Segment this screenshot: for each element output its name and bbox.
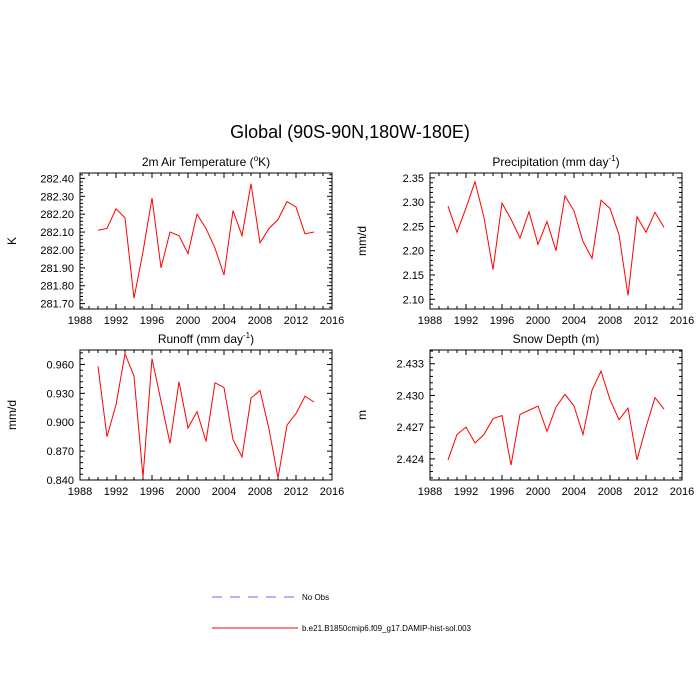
y-tick-label: 2.430: [396, 390, 424, 402]
x-tick-label: 1996: [490, 315, 514, 327]
x-tick-label: 1996: [490, 486, 514, 498]
x-tick-label: 2000: [526, 486, 550, 498]
x-tick-label: 2012: [284, 486, 308, 498]
y-tick-label: 0.930: [46, 388, 74, 400]
series-line: [97, 352, 315, 479]
y-tick-label: 0.840: [46, 475, 74, 487]
x-tick-label: 1992: [454, 315, 478, 327]
x-tick-label: 1992: [104, 486, 128, 498]
x-tick-label: 2016: [670, 315, 694, 327]
y-tick-label: 282.40: [40, 173, 74, 185]
x-tick-label: 2012: [634, 315, 658, 327]
x-tick-label: 1988: [68, 315, 92, 327]
y-tick-label: 2.30: [403, 197, 424, 209]
x-tick-label: 2012: [284, 315, 308, 327]
plot-frame: [79, 172, 333, 310]
panel-title-unit: K: [258, 155, 266, 169]
panel-title-sup: o: [254, 154, 259, 163]
y-tick-label: 2.20: [403, 246, 424, 258]
y-axis-label: mm/d: [5, 400, 19, 430]
y-tick-label: 0.960: [46, 359, 74, 371]
figure-title: Global (90S-90N,180W-180E): [230, 122, 470, 142]
legend-label: b.e21.B1850cmip6.f09_g17.DAMIP-hist-sol.…: [302, 624, 472, 633]
panel-title-text: Runoff: [158, 332, 194, 346]
x-tick-label: 2016: [320, 315, 344, 327]
chart-panels: 2m Air Temperature (oK)1988 1992 1996 2000 2…: [5, 154, 694, 498]
panel-title-sup: -1: [608, 154, 616, 163]
panel-2: Precipitation (mm day-1) 1988 1992 1996 2000…: [355, 154, 694, 327]
y-axis-label: mm/d: [355, 226, 369, 256]
y-tick-label: 282.20: [40, 209, 74, 221]
y-tick-label: 282.00: [40, 245, 74, 257]
x-tick-label: 1996: [140, 486, 164, 498]
y-axis-label: m: [355, 410, 369, 420]
panel-1: 2m Air Temperature (oK)1988 1992 1996 2000 2…: [5, 154, 344, 327]
x-tick-label: 2008: [598, 315, 622, 327]
y-tick-label: 2.35: [403, 173, 424, 185]
x-tick-label: 2008: [248, 486, 272, 498]
y-tick-label: 0.870: [46, 446, 74, 458]
x-tick-label: 1992: [454, 486, 478, 498]
y-tick-label: 0.900: [46, 417, 74, 429]
y-tick-label: 2.433: [396, 359, 424, 371]
legend: No Obs b.e21.B1850cmip6.f09_g17.DAMIP-his…: [212, 593, 472, 633]
panel-title-paren: ): [266, 155, 270, 169]
y-tick-label: 2.15: [403, 270, 424, 282]
plot-frame: [79, 349, 333, 481]
y-tick-label: 282.30: [40, 191, 74, 203]
panel-title-paren: (: [558, 155, 565, 169]
x-tick-label: 1992: [104, 315, 128, 327]
x-tick-label: 1988: [418, 486, 442, 498]
panel-title-sup: -1: [243, 331, 251, 340]
plot-frame: [429, 349, 683, 481]
panel-title: Runoff (mm day-1): [158, 331, 254, 346]
x-tick-label: 2000: [526, 315, 550, 327]
x-tick-label: 2000: [176, 315, 200, 327]
panel-title-text: 2m Air Temperature: [142, 155, 247, 169]
panel-title-unit: mm day: [200, 332, 243, 346]
x-tick-label: 1988: [418, 315, 442, 327]
panel-title-paren: ): [250, 332, 254, 346]
x-tick-label: 2012: [634, 486, 658, 498]
series-line: [447, 179, 665, 296]
panel-title: 2m Air Temperature (oK): [142, 154, 270, 169]
panel-title-text: Snow Depth (m): [513, 332, 600, 346]
y-tick-label: 281.70: [40, 299, 74, 311]
plot-frame: [429, 172, 683, 310]
y-tick-label: 2.424: [396, 454, 424, 466]
x-tick-label: 1996: [140, 315, 164, 327]
panel-3: Runoff (mm day-1) 1988 1992 1996 2000 2004 200…: [5, 331, 344, 498]
y-tick-label: 2.10: [403, 294, 424, 306]
x-tick-label: 2008: [248, 315, 272, 327]
panel-title-paren: (: [246, 155, 253, 169]
x-tick-label: 2008: [598, 486, 622, 498]
y-tick-label: 2.427: [396, 422, 424, 434]
panel-title-text: Precipitation: [492, 155, 558, 169]
legend-label: No Obs: [302, 593, 329, 602]
x-tick-label: 2004: [212, 315, 236, 327]
panel-title-paren: ): [616, 155, 620, 169]
x-tick-label: 1988: [68, 486, 92, 498]
x-tick-label: 2000: [176, 486, 200, 498]
panel-title: Snow Depth (m): [513, 332, 600, 346]
x-tick-label: 2004: [562, 315, 586, 327]
panel-4: Snow Depth (m) 1988 1992 1996 2000 2004 2008 20…: [355, 332, 694, 498]
x-tick-label: 2016: [320, 486, 344, 498]
x-tick-label: 2004: [562, 486, 586, 498]
series-line: [97, 183, 315, 299]
panel-title-unit: mm day: [566, 155, 609, 169]
y-axis-label: K: [5, 237, 19, 245]
y-tick-label: 2.25: [403, 221, 424, 233]
panel-title: Precipitation (mm day-1): [492, 154, 619, 169]
y-tick-label: 281.80: [40, 281, 74, 293]
y-tick-label: 282.10: [40, 227, 74, 239]
x-tick-label: 2004: [212, 486, 236, 498]
panel-title-paren: (: [193, 332, 200, 346]
x-tick-label: 2016: [670, 486, 694, 498]
y-tick-label: 281.90: [40, 263, 74, 275]
series-line: [447, 369, 665, 466]
